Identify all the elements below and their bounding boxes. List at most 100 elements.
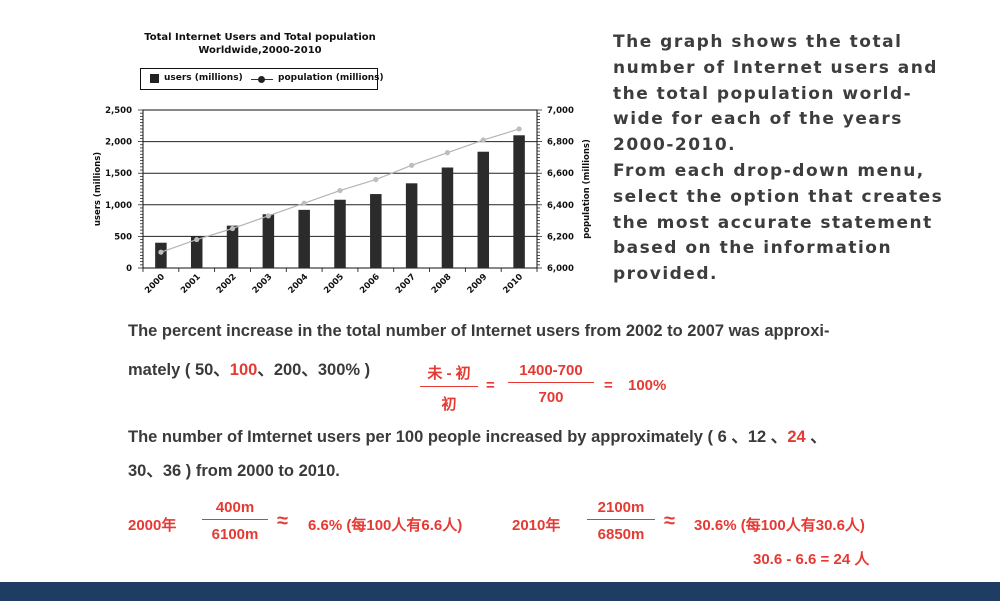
description-text: The graph shows the total number of Inte… <box>613 30 993 288</box>
calc2-denominator-2000: 6100m <box>211 526 259 543</box>
y-tick-label: 1,500 <box>105 169 132 179</box>
description-line: the total population world- <box>613 83 913 104</box>
point-population-2008 <box>444 150 451 156</box>
description-line: based on the information <box>613 238 893 259</box>
calc2-label-2000: 2000年 <box>128 517 177 534</box>
description-line: The graph shows the total <box>613 32 903 52</box>
y-tick-label: 1,000 <box>105 201 132 211</box>
bar-users-2008 <box>441 167 454 268</box>
footer-bar <box>0 582 1000 601</box>
question2-answer[interactable]: 24 <box>787 428 806 446</box>
chart-plot: 0 500 1,000 1,500 2,000 2,500 6,000 6,200 6,400 6… <box>93 106 592 296</box>
question2-line2: 30、36 ) from 2000 to 2010. <box>128 462 340 480</box>
question1-text-b: 、200、300% ) <box>257 361 371 379</box>
y2-axis-label: population (millions) <box>582 139 592 239</box>
calc2-result-2010: 30.6% (每100人有30.6人) <box>694 517 865 534</box>
calc2-fraction-2000: 400m 6100m <box>202 499 268 543</box>
y2-tick-label: 6,400 <box>547 201 574 211</box>
bar-users-2000 <box>155 242 167 268</box>
description-line: wide for each of the years <box>613 109 903 130</box>
chart-title-line2: Worldwide,2000-2010 <box>198 45 322 56</box>
legend-dot-swatch <box>258 76 265 83</box>
bar-users-2009 <box>477 151 490 268</box>
calc2-numerator-2000: 400m <box>202 499 268 520</box>
bar-users-2010 <box>513 135 525 268</box>
chart-legend: users (millions) population (millions) <box>140 68 384 90</box>
bar-users-2007 <box>405 183 418 268</box>
y2-tick-label: 6,000 <box>547 264 574 274</box>
y2-tick-label: 6,800 <box>547 138 574 148</box>
legend-label-population: population (millions) <box>278 73 384 83</box>
question2-text-b: 、 <box>805 428 827 446</box>
x-tick-label: 2007 <box>394 272 418 296</box>
point-population-2003 <box>265 213 271 219</box>
description-line: From each drop-down menu, <box>613 160 925 181</box>
bar-users-2002 <box>226 225 239 268</box>
point-population-2002 <box>229 225 236 232</box>
x-tick-label: 2001 <box>179 272 203 296</box>
description-line: 2000-2010. <box>613 135 737 156</box>
y-tick-label: 500 <box>114 232 132 242</box>
calc2-fraction-2010: 2100m 6850m <box>587 499 655 543</box>
calc2-numerator-2010: 2100m <box>587 499 655 520</box>
calc1-denominator: 初 <box>441 396 457 413</box>
question1-text-a: mately ( 50、 <box>128 361 230 379</box>
legend-label-users: users (millions) <box>164 73 243 83</box>
point-population-2001 <box>194 236 200 243</box>
calc1-fraction-values: 1400-700 700 <box>508 362 594 406</box>
calc1-fraction-formula: 未 - 初 初 <box>420 362 478 414</box>
x-tick-label: 2009 <box>466 272 490 296</box>
x-tick-label: 2003 <box>251 272 275 296</box>
calc1-numerator-values: 1400-700 <box>508 362 594 383</box>
question2-text-a: The number of Imternet users per 100 peo… <box>128 428 788 446</box>
y-tick-label: 0 <box>126 264 132 274</box>
point-population-2006 <box>373 176 379 183</box>
x-tick-label: 2002 <box>215 272 239 296</box>
bar-users-2005 <box>334 199 346 268</box>
bar-users-2006 <box>370 194 382 268</box>
y-tick-label: 2,500 <box>105 106 132 116</box>
question1-answer[interactable]: 100 <box>229 361 258 379</box>
calc1-denominator-values: 700 <box>538 389 564 406</box>
question1-line2: mately ( 50、100、200、300% ) <box>128 356 370 380</box>
bar-users-2004 <box>298 209 310 268</box>
x-tick-label: 2000 <box>143 272 167 296</box>
y-axis-label: users (millions) <box>93 152 103 226</box>
calc2-denominator-2010: 6850m <box>597 526 645 543</box>
description-line: provided. <box>613 264 718 285</box>
point-population-2007 <box>409 162 415 168</box>
y2-tick-label: 7,000 <box>547 106 574 116</box>
calc2-final-result: 30.6 - 6.6 = 24 人 <box>753 551 870 568</box>
description-line: select the option that creates <box>613 186 944 207</box>
x-tick-label: 2006 <box>358 272 382 296</box>
calc1-equals-2: = <box>604 377 613 394</box>
calc1-numerator: 未 - 初 <box>420 362 478 387</box>
chart-title-line1: Total Internet Users and Total populatio… <box>144 32 376 43</box>
point-population-2005 <box>337 187 343 194</box>
y2-tick-label: 6,600 <box>547 169 574 179</box>
chart-title: Total Internet Users and Total populatio… <box>130 31 390 57</box>
description-line: the most accurate statement <box>613 212 933 233</box>
point-population-2009 <box>480 137 486 143</box>
question1-line1: The percent increase in the total number… <box>128 322 830 340</box>
point-population-2010 <box>516 126 522 132</box>
calc1-equals-1: = <box>486 377 495 394</box>
x-tick-label: 2008 <box>430 272 454 296</box>
legend-bar-swatch <box>150 74 159 83</box>
description-line: number of Internet users and <box>613 57 938 78</box>
x-tick-label: 2005 <box>322 272 346 296</box>
calc2-result-2000: 6.6% (每100人有6.6人) <box>308 517 463 534</box>
bar-users-2001 <box>190 236 203 268</box>
y-tick-label: 2,000 <box>105 138 132 148</box>
calc2-approx-2: ≈ <box>664 510 675 532</box>
question2-line1: The number of Imternet users per 100 peo… <box>128 423 827 447</box>
y2-tick-label: 6,200 <box>547 232 574 242</box>
calc1-result: 100% <box>628 377 667 394</box>
point-population-2000 <box>158 249 164 255</box>
x-tick-label: 2004 <box>286 272 310 296</box>
point-population-2004 <box>301 200 307 206</box>
calc2-label-2010: 2010年 <box>512 517 561 534</box>
calc2-approx-1: ≈ <box>277 510 288 532</box>
bar-users-2003 <box>262 214 275 268</box>
x-tick-label: 2010 <box>501 272 525 296</box>
